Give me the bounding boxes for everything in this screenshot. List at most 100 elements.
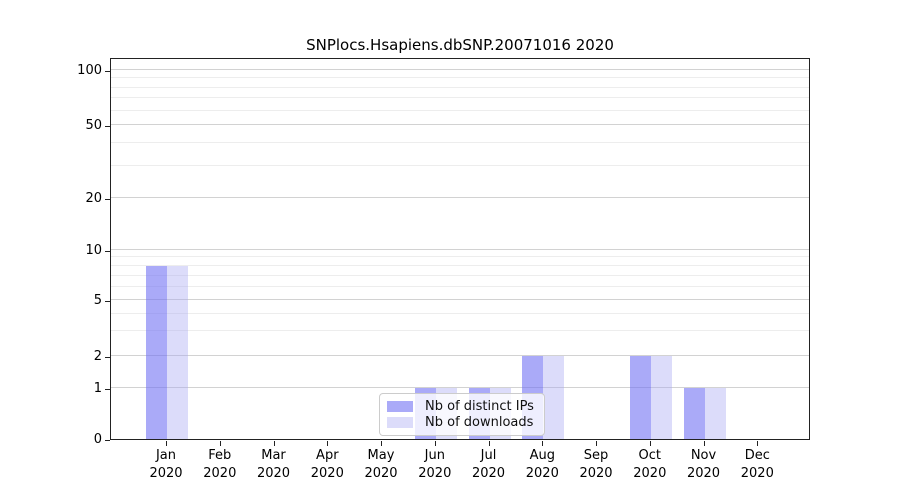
legend: Nb of distinct IPs Nb of downloads xyxy=(379,393,545,436)
bar xyxy=(629,355,651,439)
x-tick-label: Feb 2020 xyxy=(189,447,251,483)
gridline-major xyxy=(111,299,809,300)
x-tick-mark xyxy=(434,441,436,446)
x-tick-label-year: 2020 xyxy=(418,466,452,481)
x-tick-label: Sep 2020 xyxy=(565,447,627,483)
y-tick-label: 1 xyxy=(93,381,102,397)
x-tick-label-month: Jan xyxy=(155,448,177,463)
y-tick-mark xyxy=(105,301,110,302)
gridline-minor xyxy=(111,164,809,166)
x-tick-label-year: 2020 xyxy=(471,466,506,481)
x-tick-label-year: 2020 xyxy=(579,466,613,481)
x-tick-label: Jun 2020 xyxy=(404,447,466,483)
y-tick-mark xyxy=(105,389,110,391)
gridline-major xyxy=(111,68,809,70)
y-tick-mark xyxy=(105,440,110,441)
y-tick-mark xyxy=(105,250,110,252)
x-tick-label-month: Jun xyxy=(424,448,445,463)
x-tick-mark xyxy=(596,441,597,446)
y-tick-label: 5 xyxy=(93,293,102,308)
y-tick-mark xyxy=(105,198,110,200)
y-tick-mark xyxy=(105,70,110,72)
x-tick-label: Jan 2020 xyxy=(135,447,197,483)
x-tick-mark xyxy=(703,441,705,446)
bar xyxy=(167,265,188,439)
gridline-minor xyxy=(111,109,809,111)
bar xyxy=(543,355,565,439)
x-tick-label-month: Jul xyxy=(480,448,497,463)
gridline-minor xyxy=(111,285,809,287)
x-tick-label-year: 2020 xyxy=(740,466,774,481)
legend-item: Nb of downloads xyxy=(387,415,536,431)
gridline-major xyxy=(111,124,809,125)
gridline-minor xyxy=(111,274,809,276)
chart-title: SNPlocs.Hsapiens.dbSNP.20071016 2020 xyxy=(306,36,614,54)
y-tick-label: 20 xyxy=(85,190,102,206)
x-tick-mark xyxy=(219,441,221,446)
gridline-major xyxy=(111,387,809,389)
x-tick-label-month: Dec xyxy=(744,448,770,463)
y-tick-mark xyxy=(105,356,110,358)
x-tick-label: Apr 2020 xyxy=(296,447,358,483)
x-tick-label-month: Mar xyxy=(261,448,286,463)
gridline-minor xyxy=(111,97,809,99)
x-tick-label-year: 2020 xyxy=(633,466,667,481)
x-tick-label-year: 2020 xyxy=(149,466,183,481)
y-tick-label: 100 xyxy=(77,62,102,78)
x-tick-label-year: 2020 xyxy=(364,466,398,481)
x-tick-label-year: 2020 xyxy=(686,466,721,481)
bar xyxy=(650,355,672,439)
x-tick-label: Jul 2020 xyxy=(458,447,520,483)
x-tick-label-month: Sep xyxy=(583,448,609,463)
x-tick-mark xyxy=(381,441,382,446)
gridline-minor xyxy=(111,77,809,79)
x-tick-mark xyxy=(757,441,759,446)
x-tick-label: May 2020 xyxy=(350,447,412,483)
x-tick-label-year: 2020 xyxy=(310,466,344,481)
gridline-major xyxy=(111,196,809,198)
legend-label: Nb of distinct IPs xyxy=(425,399,534,415)
x-tick-label-month: Nov xyxy=(690,448,717,463)
y-tick-label: 10 xyxy=(85,242,102,258)
y-tick-mark xyxy=(105,126,110,127)
x-tick-label: Nov 2020 xyxy=(673,447,735,483)
gridline-minor xyxy=(111,312,809,314)
x-tick-label: Aug 2020 xyxy=(511,447,573,483)
x-tick-mark xyxy=(542,441,544,446)
gridline-minor xyxy=(111,256,809,258)
bar xyxy=(704,388,726,439)
x-tick-label-month: Oct xyxy=(638,448,662,463)
x-tick-mark xyxy=(166,441,167,446)
x-tick-mark xyxy=(649,441,651,446)
x-tick-label: Mar 2020 xyxy=(243,447,305,483)
x-tick-label-year: 2020 xyxy=(256,466,291,481)
gridline-minor xyxy=(111,264,809,266)
x-tick-label-year: 2020 xyxy=(525,466,559,481)
x-tick-mark xyxy=(327,441,329,446)
legend-label: Nb of downloads xyxy=(425,414,534,430)
x-tick-label-month: Aug xyxy=(529,448,555,463)
x-tick-mark xyxy=(488,441,490,446)
gridline-minor xyxy=(111,330,809,332)
plot-area: Nb of distinct IPs Nb of downloads xyxy=(110,58,810,440)
plot-inner: Nb of distinct IPs Nb of downloads xyxy=(111,59,809,439)
y-tick-label: 50 xyxy=(85,118,102,133)
x-tick-label-month: Apr xyxy=(316,448,339,463)
y-tick-label: 2 xyxy=(93,348,102,364)
x-tick-mark xyxy=(273,441,275,446)
x-tick-label: Oct 2020 xyxy=(619,447,681,483)
legend-swatch xyxy=(387,401,413,413)
bar xyxy=(683,388,705,439)
x-tick-label-month: May xyxy=(367,448,395,463)
legend-item: Nb of distinct IPs xyxy=(387,399,536,415)
bar xyxy=(146,265,167,439)
gridline-major xyxy=(111,248,809,250)
x-tick-label: Dec 2020 xyxy=(726,447,788,483)
x-tick-label-month: Feb xyxy=(208,448,232,463)
gridline-minor xyxy=(111,141,809,143)
gridline-minor xyxy=(111,86,809,88)
gridline-major xyxy=(111,354,809,356)
y-tick-label: 0 xyxy=(93,432,102,447)
x-tick-label-year: 2020 xyxy=(203,466,237,481)
